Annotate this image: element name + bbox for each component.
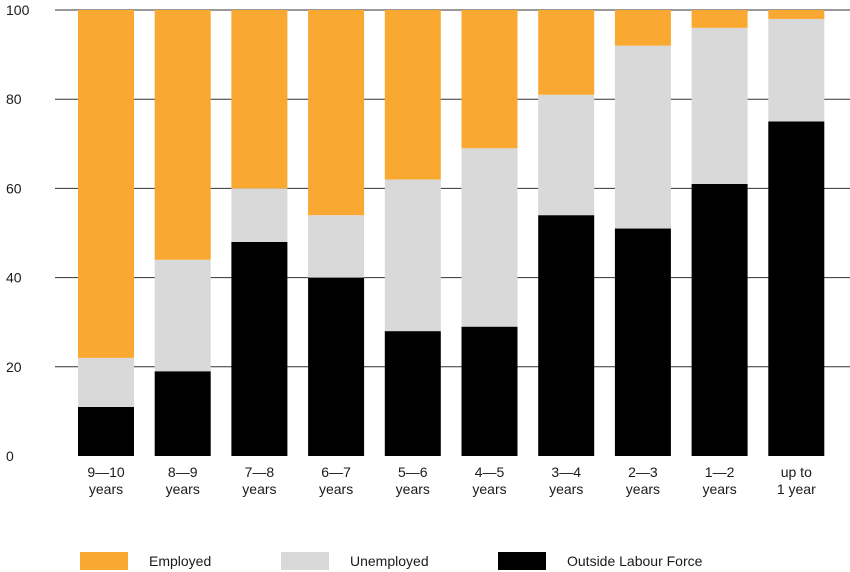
y-tick-label-60: 60 <box>6 180 22 196</box>
x-tick-label-8: 1—2 years <box>702 464 736 497</box>
bar-unemployed-5 <box>461 148 518 327</box>
y-tick-label-40: 40 <box>6 270 22 286</box>
y-tick-label-20: 20 <box>6 359 22 375</box>
bar-employed-4 <box>384 10 441 180</box>
legend-swatch-outside-labour-force <box>498 552 546 570</box>
bar-employed-7 <box>614 10 671 46</box>
stacked-bar-chart: 0 20 40 60 80 100 9—10 years 8—9 years 7—8 years 6—… <box>6 2 850 497</box>
bar-unemployed-6 <box>538 94 595 216</box>
bar-outside-labour-force-1 <box>154 371 211 456</box>
x-tick-label-0: 9—10 years <box>87 464 125 497</box>
legend-item-outside-labour-force: Outside Labour Force <box>498 551 702 571</box>
bar-employed-8 <box>691 10 748 28</box>
bar-unemployed-8 <box>691 27 748 184</box>
legend-item-unemployed: Unemployed <box>281 551 429 571</box>
x-tick-label-9: up to 1 year <box>777 464 816 497</box>
x-tick-label-4: 5—6 years <box>396 464 430 497</box>
x-tick-label-5: 4—5 years <box>472 464 506 497</box>
y-tick-label-100: 100 <box>6 2 30 18</box>
legend-swatch-employed <box>80 552 128 570</box>
bar-outside-labour-force-2 <box>231 241 288 456</box>
bar-unemployed-9 <box>768 18 825 122</box>
x-tick-label-7: 2—3 years <box>626 464 660 497</box>
x-axis-ticks: 9—10 years 8—9 years 7—8 years 6—7 years 5—6 year… <box>87 464 816 497</box>
bar-outside-labour-force-0 <box>78 406 134 456</box>
legend-label-outside-labour-force: Outside Labour Force <box>567 553 703 569</box>
legend-item-employed: Employed <box>80 551 211 571</box>
bar-employed-0 <box>78 10 134 358</box>
x-tick-label-3: 6—7 years <box>319 464 353 497</box>
y-axis-ticks: 0 20 40 60 80 100 <box>6 2 30 464</box>
legend-label-employed: Employed <box>149 553 212 569</box>
bar-unemployed-0 <box>78 357 134 407</box>
bar-unemployed-3 <box>308 215 365 278</box>
bar-unemployed-1 <box>154 259 211 372</box>
bar-employed-3 <box>308 10 365 216</box>
bar-outside-labour-force-7 <box>614 228 671 456</box>
bars <box>78 10 825 456</box>
bar-employed-2 <box>231 10 288 189</box>
bar-unemployed-2 <box>231 188 288 242</box>
bar-outside-labour-force-5 <box>461 326 518 456</box>
y-tick-label-0: 0 <box>6 448 14 464</box>
bar-unemployed-4 <box>384 179 441 332</box>
bar-outside-labour-force-6 <box>538 215 595 456</box>
bar-employed-5 <box>461 10 518 149</box>
bar-employed-9 <box>768 10 825 19</box>
bar-outside-labour-force-8 <box>691 183 748 456</box>
bar-unemployed-7 <box>614 45 671 229</box>
bar-employed-1 <box>154 10 211 260</box>
bar-outside-labour-force-3 <box>308 277 365 456</box>
bar-outside-labour-force-9 <box>768 121 825 456</box>
y-tick-label-80: 80 <box>6 91 22 107</box>
x-tick-label-6: 3—4 years <box>549 464 583 497</box>
legend-label-unemployed: Unemployed <box>350 553 429 569</box>
x-tick-label-1: 8—9 years <box>166 464 200 497</box>
x-tick-label-2: 7—8 years <box>242 464 276 497</box>
legend-swatch-unemployed <box>281 552 329 570</box>
bar-outside-labour-force-4 <box>384 331 441 456</box>
bar-employed-6 <box>538 10 595 95</box>
legend: Employed Unemployed Outside Labour Force <box>80 551 840 571</box>
